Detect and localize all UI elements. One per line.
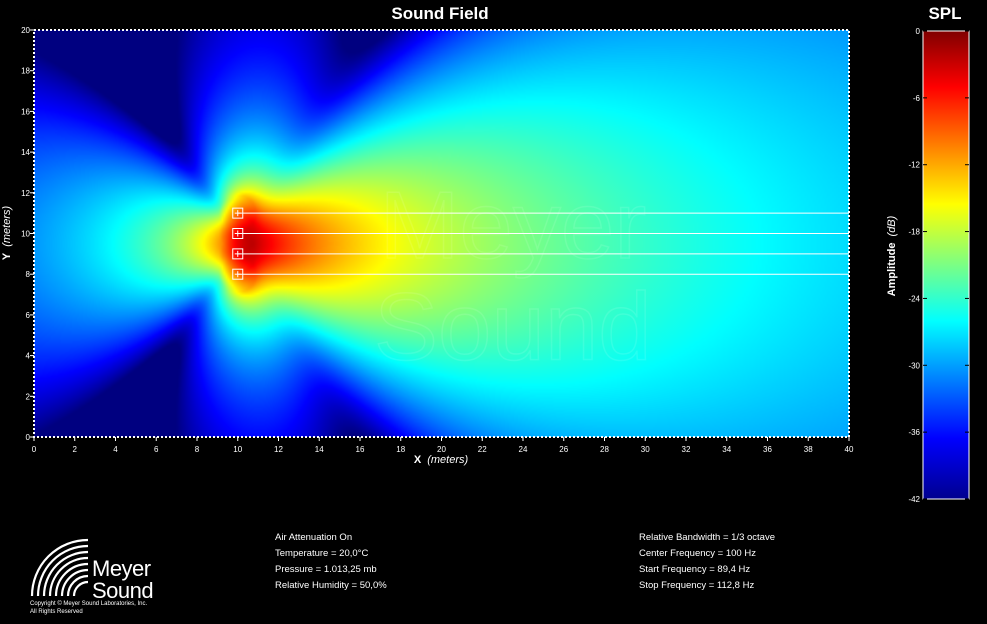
y-tick-label: 10 <box>21 230 30 239</box>
y-tick-label: 8 <box>26 270 31 279</box>
bandwidth-text: Relative Bandwidth = 1/3 octave <box>639 532 775 543</box>
x-tick-label: 32 <box>682 445 691 454</box>
x-tick-label: 28 <box>600 445 609 454</box>
x-axis: 0 2 4 6 8 10 12 14 16 18 20 22 24 26 28 30 32 34 36 38 40 <box>32 437 854 454</box>
x-tick-label: 16 <box>356 445 365 454</box>
source-beam-lines <box>237 212 849 275</box>
loudspeaker-source-marker <box>232 248 244 260</box>
x-tick-label: 26 <box>559 445 568 454</box>
frequency-parameters: Relative Bandwidth = 1/3 octave Center F… <box>639 530 775 594</box>
air-parameters: Air Attenuation On Temperature = 20,0°C … <box>275 530 387 594</box>
x-tick-label: 24 <box>519 445 528 454</box>
colorbar-tick-label: -42 <box>908 495 920 504</box>
x-tick-label: 18 <box>396 445 405 454</box>
temperature-text: Temperature = 20,0°C <box>275 548 369 559</box>
x-tick-label: 2 <box>73 445 78 454</box>
logo-name-line2: Sound <box>92 578 154 603</box>
start-frequency-text: Start Frequency = 89,4 Hz <box>639 564 751 575</box>
colorbar <box>922 30 970 500</box>
watermark-text: Meyer <box>379 172 646 279</box>
logo-name-line1: Meyer <box>92 556 151 581</box>
y-tick-label: 20 <box>21 26 30 35</box>
colorbar-ticks: 0 -6 -12 -18 -24 -30 -36 -42 <box>908 27 969 504</box>
x-tick-label: 14 <box>315 445 324 454</box>
copyright-line1: Copyright © Meyer Sound Laboratories, In… <box>30 601 148 607</box>
copyright-line2: All Rights Reserved <box>30 609 83 615</box>
x-tick-label: 40 <box>845 445 854 454</box>
colorbar-label: Amplitude (dB) <box>886 215 898 296</box>
air-attenuation-text: Air Attenuation On <box>275 532 353 543</box>
loudspeaker-source-marker <box>232 228 244 239</box>
y-tick-label: 4 <box>26 352 31 361</box>
y-tick-label: 6 <box>26 311 31 320</box>
x-tick-label: 12 <box>274 445 283 454</box>
y-tick-label: 2 <box>26 392 31 401</box>
pressure-text: Pressure = 1.013,25 mb <box>275 564 377 575</box>
x-tick-label: 34 <box>722 445 731 454</box>
humidity-text: Relative Humidity = 50,0% <box>275 580 387 591</box>
colorbar-title: SPL <box>928 4 962 23</box>
colorbar-tick-label: -18 <box>908 228 920 237</box>
y-axis-label: Y (meters) <box>1 205 13 260</box>
copyright-text: Copyright © Meyer Sound Laboratories, In… <box>30 600 147 616</box>
colorbar-tick-label: -30 <box>908 361 920 370</box>
loudspeaker-sources <box>232 207 244 280</box>
colorbar-tick-label: -36 <box>908 428 920 437</box>
loudspeaker-source-marker <box>232 268 244 280</box>
loudspeaker-source-marker <box>232 207 244 219</box>
stop-frequency-text: Stop Frequency = 112,8 Hz <box>639 580 755 591</box>
chart-title: Sound Field <box>391 4 489 23</box>
x-tick-label: 20 <box>437 445 446 454</box>
logo-wordmark: Meyer Sound <box>92 556 154 603</box>
center-frequency-text: Center Frequency = 100 Hz <box>639 548 756 559</box>
y-tick-label: 0 <box>26 433 31 442</box>
logo-arcs-icon <box>30 538 89 597</box>
x-tick-label: 22 <box>478 445 487 454</box>
y-tick-label: 12 <box>21 189 30 198</box>
x-tick-label: 0 <box>32 445 37 454</box>
y-axis: 0 2 4 6 8 10 12 14 16 18 20 <box>21 26 34 442</box>
x-tick-label: 30 <box>641 445 650 454</box>
colorbar-tick-label: -6 <box>913 94 921 103</box>
y-tick-label: 14 <box>21 148 30 157</box>
colorbar-tick-label: -12 <box>908 161 920 170</box>
colorbar-tick-label: -24 <box>908 294 920 303</box>
x-tick-label: 36 <box>763 445 772 454</box>
colorbar-tick-label: 0 <box>916 27 921 36</box>
x-tick-label: 38 <box>804 445 813 454</box>
x-tick-label: 6 <box>154 445 159 454</box>
x-tick-label: 8 <box>195 445 200 454</box>
y-tick-label: 16 <box>21 107 30 116</box>
watermark-text: Sound <box>374 274 652 381</box>
x-axis-label: X (meters) <box>414 454 469 466</box>
x-tick-label: 4 <box>113 445 118 454</box>
y-tick-label: 18 <box>21 67 30 76</box>
meyer-sound-logo: Meyer Sound Copyright © Meyer Sound Labo… <box>30 538 170 620</box>
x-tick-label: 10 <box>233 445 242 454</box>
